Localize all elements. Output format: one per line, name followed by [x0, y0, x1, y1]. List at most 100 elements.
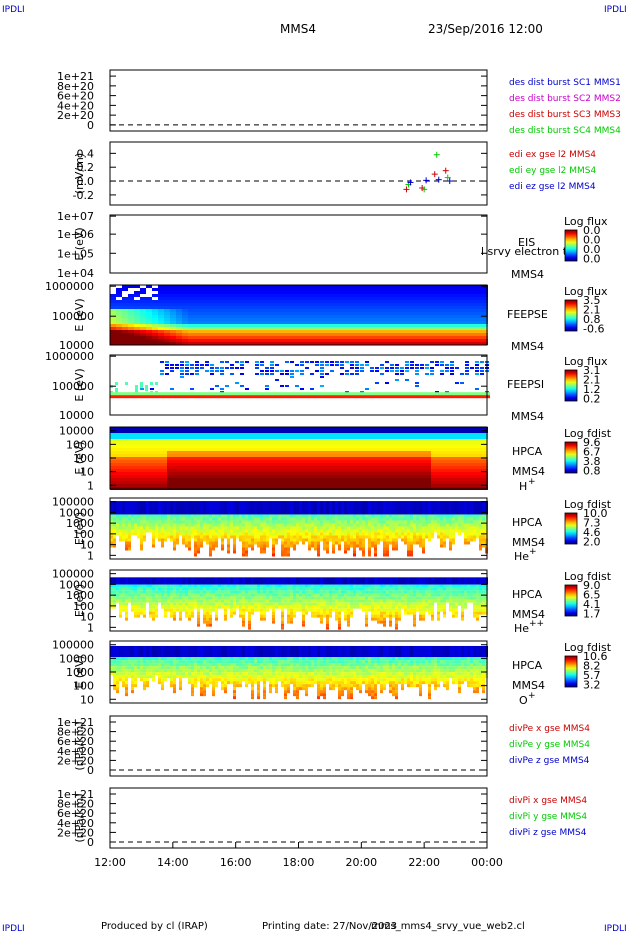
ytick-label-des-dist: 1e+21	[57, 70, 94, 83]
ylabel-divpi: (nPa/km)	[73, 793, 86, 842]
ytick-label-divpe: 2e+20	[57, 754, 94, 767]
panel-edi: 0.40.20.0-0.2(mV/m) edi ex gse l2 MMS4 edi…	[73, 141, 596, 206]
ytick-label-hpca-o: 10000	[59, 652, 94, 665]
legend-des-dist-1: des dist burst SC2 MMS2	[509, 94, 621, 104]
panel-frame-divpi	[109, 787, 488, 849]
colorbar-eis	[564, 229, 578, 262]
ytick-label-hpca-he2: 100	[73, 600, 94, 613]
colorbar-tick-hpca-he: 2.0	[583, 536, 601, 549]
legend-divpe-2: divPe z gse MMS4	[509, 756, 590, 766]
colorbar-title-hpca-h: Log fdist	[564, 427, 612, 440]
ylabel-feepsi: E (eV)	[73, 368, 86, 401]
xtick-label: 16:00	[220, 856, 252, 869]
colorbar-title-eis: Log flux	[564, 215, 608, 228]
legend-edi-1: edi ey gse l2 MMS4	[509, 166, 596, 176]
colorbar-tick-feepsi: 0.2	[583, 393, 601, 406]
colorbar-title-hpca-he: Log fdist	[564, 498, 612, 511]
corner-label-bottom-right: IPDLI	[604, 924, 627, 934]
legend-divpe-0: divPe x gse MMS4	[509, 724, 590, 734]
ytick-label-hpca-h: 10000	[59, 425, 94, 438]
ytick-label-edi: -0.2	[73, 189, 94, 202]
panel-frame-eis	[109, 214, 488, 274]
ytick-label-hpca-he: 1000	[66, 517, 94, 530]
spectrogram-feepse	[110, 285, 488, 345]
ytick-label-divpe: 4e+20	[57, 745, 94, 758]
footer-filename: mms_mms4_srvy_vue_web2.cl	[371, 921, 525, 932]
ytick-label-divpe: 6e+20	[57, 735, 94, 748]
instrument-label-eis: EIS	[518, 236, 535, 249]
colorbar-title-feepsi: Log flux	[564, 355, 608, 368]
footer-produced-by: Produced by cl (IRAP)	[101, 921, 208, 932]
ytick-label-divpe: 0	[87, 764, 94, 777]
colorbar-tick-hpca-o: 5.7	[583, 669, 601, 682]
colorbar-feepse	[564, 299, 578, 332]
spectrogram-hpca-h	[110, 427, 488, 490]
ylabel-divpe: (nPa/km)	[73, 721, 86, 770]
ytick-label-hpca-h: 10	[80, 466, 94, 479]
legend-divpi-2: divPi z gse MMS4	[509, 828, 587, 838]
species-charge-hpca-he2: ++	[529, 619, 544, 629]
ytick-label-hpca-h: 100	[73, 452, 94, 465]
ytick-label-des-dist: 4e+20	[57, 99, 94, 112]
colorbar-tick-hpca-he: 10.0	[583, 507, 608, 520]
legend-des-dist-3: des dist burst SC4 MMS4	[509, 126, 621, 136]
panel-frame-divpe	[109, 715, 488, 777]
ytick-label-eis: 1e+07	[57, 210, 94, 223]
colorbar-tick-feepse: -0.6	[583, 323, 604, 336]
colorbar-tick-eis: 0.0	[583, 234, 601, 247]
ytick-label-hpca-he: 1	[87, 549, 94, 562]
ylabel-hpca-he: E (eV)	[73, 512, 86, 545]
instrument-label-hpca-he2: HPCA	[512, 588, 543, 601]
xtick-label: 12:00	[94, 856, 126, 869]
ylabel-hpca-o: E (eV)	[73, 655, 86, 688]
spacecraft-label-hpca-h: MMS4	[512, 465, 545, 478]
panel-eis: 1e+07 1e+06 1e+05 1e+04 E (eV) EIS MMS4 l srvy …	[57, 210, 608, 281]
ytick-label-feepsi: 100000	[52, 380, 94, 393]
colorbar-tick-feepse: 0.8	[583, 313, 601, 326]
ytick-label-des-dist: 6e+20	[57, 90, 94, 103]
colorbar-tick-hpca-o: 8.2	[583, 660, 601, 673]
colorbar-tick-feepsi: 3.1	[583, 364, 601, 377]
ytick-label-hpca-he2: 10	[80, 611, 94, 624]
ytick-label-divpi: 0	[87, 836, 94, 849]
header-datetime: 23/Sep/2016 12:00	[428, 22, 543, 36]
spacecraft-label-eis: MMS4	[511, 268, 544, 281]
colorbar-tick-hpca-o: 3.2	[583, 679, 601, 692]
colorbar-tick-feepse: 2.1	[583, 304, 601, 317]
panel-frame-hpca-he	[109, 497, 488, 560]
corner-label-top-right: IPDLI	[604, 5, 627, 15]
panel-frame-feepsi	[109, 354, 488, 416]
ytick-label-hpca-he: 100	[73, 528, 94, 541]
ylabel-hpca-h: E (eV)	[73, 441, 86, 474]
ytick-label-hpca-h: 1	[87, 479, 94, 492]
legend-divpe-1: divPe y gse MMS4	[509, 740, 590, 750]
ytick-label-eis: 1e+04	[57, 267, 94, 280]
ytick-label-eis: 1e+06	[57, 228, 94, 241]
ytick-label-divpi: 2e+20	[57, 826, 94, 839]
colorbar-tick-eis: 0.0	[583, 243, 601, 256]
legend-edi-2: edi ez gse l2 MMS4	[509, 182, 596, 192]
colorbar-tick-hpca-h: 3.8	[583, 455, 601, 468]
footer-printing-date: Printing date: 27/Nov/2023	[262, 921, 397, 932]
colorbar-tick-hpca-he2: 1.7	[583, 608, 601, 621]
ytick-label-hpca-he: 100000	[52, 496, 94, 509]
panel-frame-edi	[109, 141, 488, 206]
colorbar-tick-hpca-he2: 9.0	[583, 579, 601, 592]
ytick-label-hpca-he2: 1000	[66, 589, 94, 602]
colorbar-tick-hpca-h: 6.7	[583, 446, 601, 459]
ytick-label-hpca-o: 100	[73, 680, 94, 693]
panel-frame-hpca-he2	[109, 569, 488, 632]
spectrogram-hpca-o	[110, 645, 488, 700]
corner-label-bottom-left: IPDLI	[2, 924, 25, 934]
ytick-label-edi: 0.2	[77, 161, 95, 174]
legend-edi-0: edi ex gse l2 MMS4	[509, 150, 596, 160]
time-axis: 12:00 14:00 16:00 18:00 20:00 22:00 00:00	[94, 842, 503, 869]
ylabel-feepse: E (eV)	[73, 298, 86, 331]
colorbar-tick-hpca-he: 7.3	[583, 517, 601, 530]
